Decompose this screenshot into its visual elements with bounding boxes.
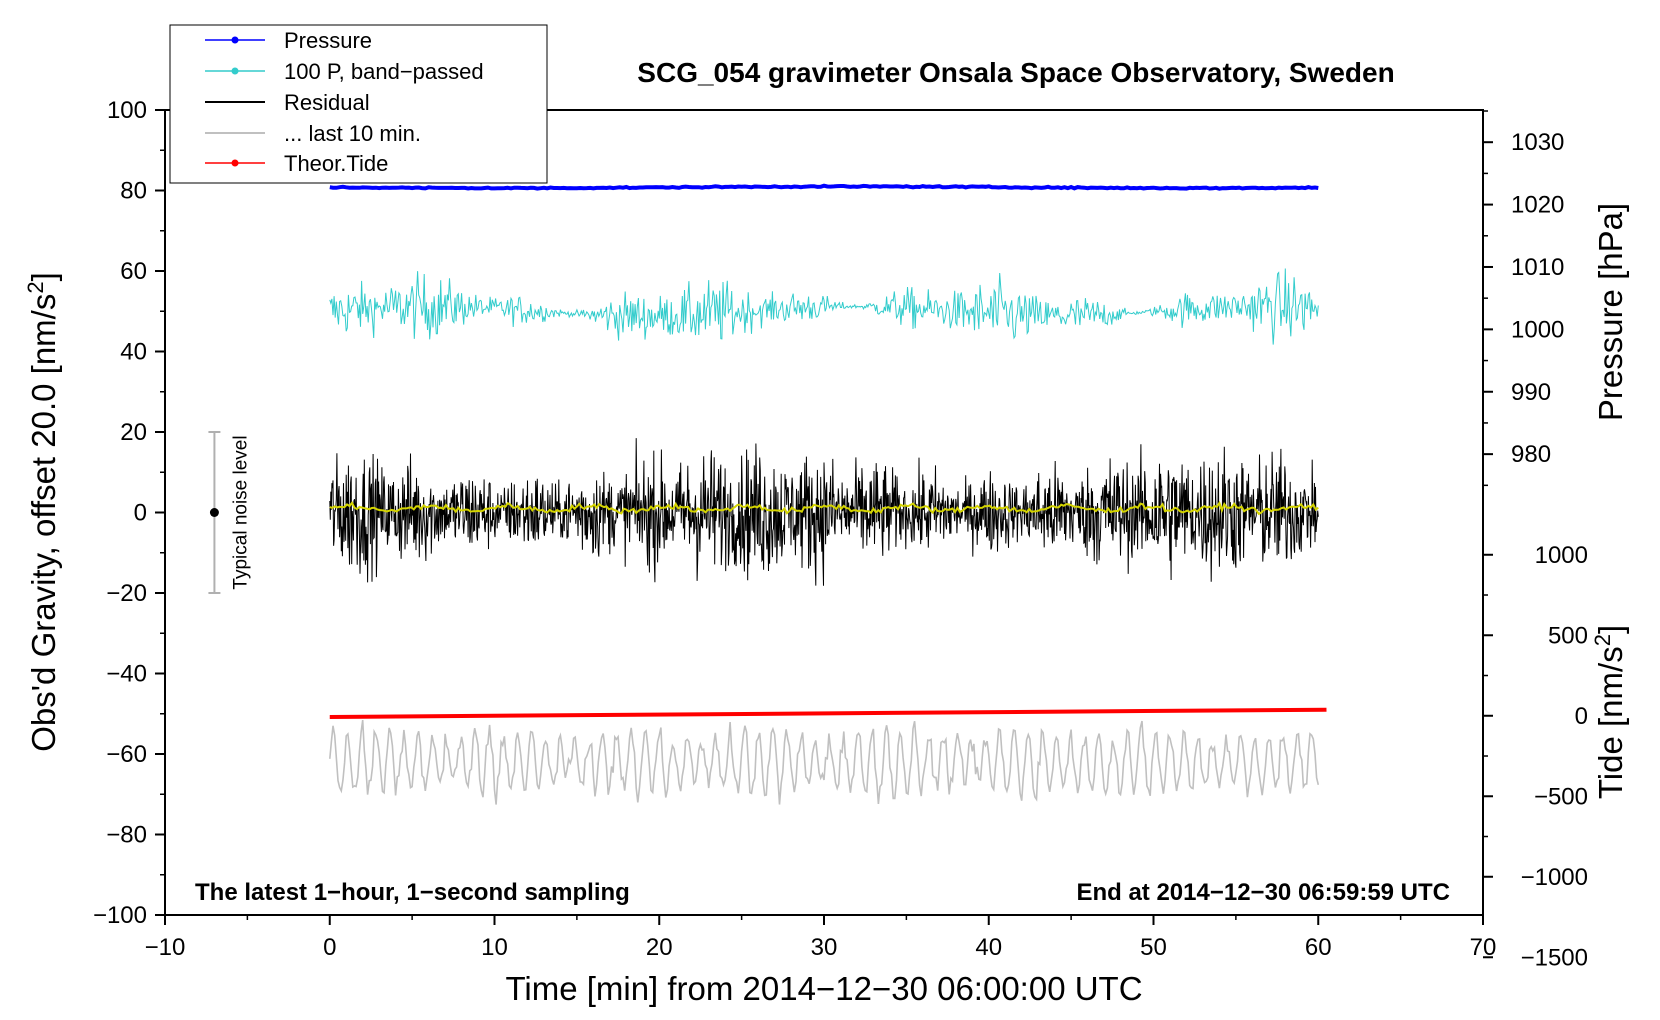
x-tick-label: 0 [323, 934, 336, 961]
y-tick-label: −40 [106, 661, 147, 688]
legend: Pressure 100 P, band−passed Residual ...… [169, 24, 548, 184]
legend-box [169, 24, 548, 184]
series-tide-line [329, 707, 1327, 719]
y-axis-label-left-close: ] [25, 272, 62, 281]
tide-tick-label: −1000 [1521, 864, 1588, 891]
x-tick-label: 60 [1305, 934, 1332, 961]
y-tick-label: −60 [106, 741, 147, 768]
annotation-sampling: The latest 1−hour, 1−second sampling [195, 879, 630, 906]
series-pressure-line [329, 183, 1319, 191]
y-tick-label: 100 [107, 97, 147, 124]
y-tick-label: 20 [120, 419, 147, 446]
legend-label-bandpassed: 100 P, band−passed [284, 59, 484, 84]
y-tick-label: −20 [106, 580, 147, 607]
legend-marker-pressure [231, 36, 239, 44]
pressure-tick-label: 1010 [1511, 254, 1564, 281]
y-axis-label-left: Obs'd Gravity, offset 20.0 [nm/s2] [23, 272, 62, 752]
y-axis-label-left-superscript: 2 [23, 281, 48, 293]
pressure-axis-ticks: 1030 1020 1010 1000 990 980 [1483, 110, 1564, 487]
pressure-tick-label: 980 [1511, 441, 1551, 468]
series-last10min-line [329, 719, 1320, 805]
x-tick-label: 40 [975, 934, 1002, 961]
x-tick-label: −10 [145, 934, 186, 961]
tide-axis-label-close: ] [1592, 625, 1629, 634]
x-tick-label: 30 [811, 934, 838, 961]
x-tick-label: 50 [1140, 934, 1167, 961]
tide-axis-label-superscript: 2 [1590, 634, 1615, 646]
y-tick-label: 0 [134, 500, 147, 527]
noise-level-label: Typical noise level [230, 435, 251, 589]
pressure-tick-label: 1030 [1511, 129, 1564, 156]
x-tick-label: 10 [481, 934, 508, 961]
y-tick-label: −80 [106, 822, 147, 849]
pressure-axis-label: Pressure [hPa] [1592, 203, 1629, 421]
legend-label-last10: ... last 10 min. [284, 121, 421, 146]
y-tick-label: 60 [120, 258, 147, 285]
y-axis-ticks: 100 80 60 40 20 0 −20 −40 −60 −80 −100 [93, 97, 165, 929]
tide-tick-label: 1000 [1535, 542, 1588, 569]
y-tick-label: 40 [120, 339, 147, 366]
y-tick-label: 80 [120, 178, 147, 205]
y-tick-label: −100 [93, 902, 147, 929]
series-bandpassed-line [329, 268, 1319, 345]
legend-label-residual: Residual [284, 90, 370, 115]
tide-axis-label: Tide [nm/s2] [1590, 625, 1629, 799]
series-layer [329, 183, 1327, 805]
noise-level-indicator: Typical noise level [208, 431, 251, 594]
pressure-tick-label: 1000 [1511, 316, 1564, 343]
pressure-tick-label: 990 [1511, 379, 1551, 406]
tide-tick-label: −500 [1534, 783, 1588, 810]
x-axis-label: Time [min] from 2014−12−30 06:00:00 UTC [505, 970, 1142, 1007]
legend-marker-bandpassed [231, 67, 239, 75]
x-tick-label: 20 [646, 934, 673, 961]
legend-label-pressure: Pressure [284, 28, 372, 53]
series-residual-line [329, 438, 1319, 586]
legend-marker-tide [231, 159, 239, 167]
tide-tick-label: 0 [1575, 703, 1588, 730]
series-smoothed-residual-line [329, 500, 1319, 516]
tide-tick-label: −1500 [1521, 944, 1588, 971]
pressure-tick-label: 1020 [1511, 192, 1564, 219]
noise-center-dot [209, 508, 219, 517]
annotation-end-time: End at 2014−12−30 06:59:59 UTC [1076, 879, 1450, 906]
legend-label-tide: Theor.Tide [284, 151, 388, 176]
chart-title: SCG_054 gravimeter Onsala Space Observat… [637, 57, 1394, 88]
tide-axis-ticks: 1000 500 0 −500 −1000 −1500 [1483, 542, 1588, 971]
tide-tick-label: 500 [1548, 622, 1588, 649]
